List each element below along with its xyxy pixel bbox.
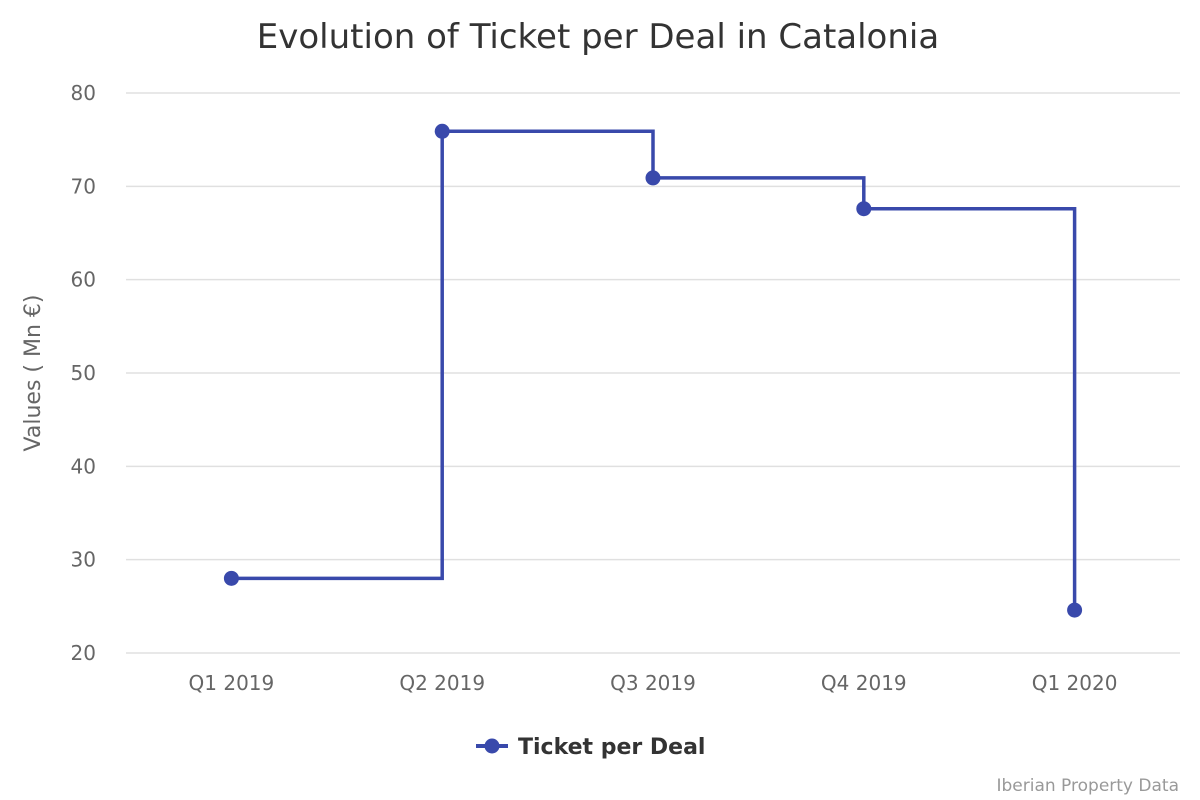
data-point[interactable] (856, 201, 872, 217)
data-point[interactable] (434, 123, 450, 139)
x-tick-label: Q2 2019 (399, 671, 485, 695)
data-point[interactable] (223, 570, 239, 586)
y-axis-ticks: 20 30 40 50 60 70 80 (71, 81, 96, 665)
y-tick-label: 50 (71, 361, 96, 385)
data-point[interactable] (1067, 602, 1083, 618)
y-tick-label: 80 (71, 81, 96, 105)
grid-lines (126, 92, 1180, 654)
x-axis-ticks: Q1 2019 Q2 2019 Q3 2019 Q4 2019 Q1 2020 (189, 671, 1118, 695)
credit-text[interactable]: Iberian Property Data (996, 776, 1179, 796)
series-line (231, 129, 1077, 611)
y-tick-label: 20 (71, 641, 96, 665)
legend-label: Ticket per Deal (518, 735, 705, 760)
y-tick-label: 40 (71, 454, 96, 478)
x-tick-label: Q4 2019 (821, 671, 907, 695)
data-point[interactable] (645, 170, 661, 186)
y-tick-label: 60 (71, 268, 96, 292)
x-tick-label: Q3 2019 (610, 671, 696, 695)
x-tick-label: Q1 2020 (1032, 671, 1118, 695)
chart-title: Evolution of Ticket per Deal in Cataloni… (257, 17, 939, 57)
x-tick-label: Q1 2019 (189, 671, 275, 695)
legend-marker-icon (484, 738, 500, 754)
y-tick-label: 70 (71, 174, 96, 198)
series-ticket-per-deal[interactable] (223, 123, 1083, 618)
y-tick-label: 30 (71, 548, 96, 572)
y-axis-title: Values ( Mn €) (21, 295, 46, 452)
legend-item[interactable]: Ticket per Deal (476, 735, 705, 760)
